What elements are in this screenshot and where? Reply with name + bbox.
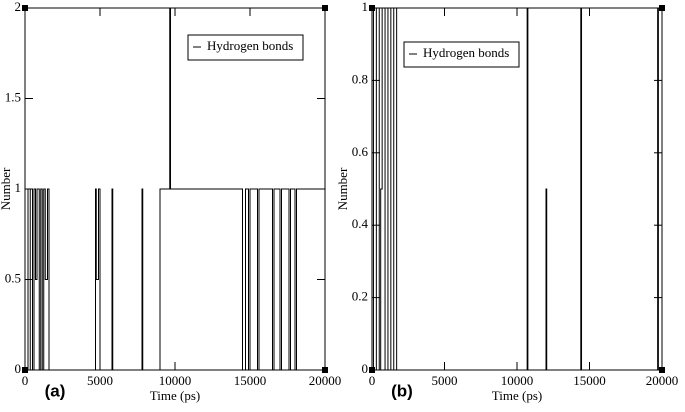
data-line (371, 7, 662, 371)
y-tick-label: 2 (15, 0, 22, 14)
x-axis-label: Time (ps) (492, 388, 542, 403)
legend-box (187, 34, 304, 61)
x-tick-label: 10000 (501, 373, 534, 388)
x-tick-label: 5000 (432, 373, 458, 388)
data-line (24, 7, 325, 371)
legend-box (403, 41, 520, 68)
x-tick-label: 10000 (159, 373, 192, 388)
x-tick-label: 0 (22, 373, 29, 388)
x-tick-label: 15000 (573, 373, 606, 388)
corner-marker (322, 5, 328, 11)
corner-marker (659, 5, 665, 11)
y-tick-label: 1.5 (5, 89, 21, 104)
y-tick-label: 1 (15, 180, 22, 195)
corner-marker (22, 5, 28, 11)
y-tick-label: 0.2 (352, 289, 368, 304)
corner-marker (322, 367, 328, 373)
y-axis-label: Number (0, 167, 13, 210)
y-tick-label: 0 (15, 361, 22, 376)
panel-label: (b) (391, 381, 413, 400)
panel-label: (a) (45, 381, 66, 400)
y-tick-label: 0.8 (352, 71, 368, 86)
x-tick-label: 20000 (646, 373, 679, 388)
y-tick-label: 0.4 (352, 216, 369, 231)
x-tick-label: 15000 (234, 373, 267, 388)
x-axis-label: Time (ps) (150, 388, 200, 403)
x-tick-label: 5000 (87, 373, 113, 388)
legend-label: Hydrogen bonds (423, 45, 509, 60)
y-tick-label: 1 (362, 0, 369, 14)
x-tick-label: 0 (369, 373, 376, 388)
legend-label: Hydrogen bonds (207, 38, 293, 53)
x-tick-label: 20000 (309, 373, 342, 388)
y-tick-label: 0 (362, 361, 369, 376)
y-tick-label: 0.5 (5, 270, 21, 285)
y-axis-label: Number (335, 167, 350, 210)
y-tick-label: 0.6 (352, 144, 369, 159)
